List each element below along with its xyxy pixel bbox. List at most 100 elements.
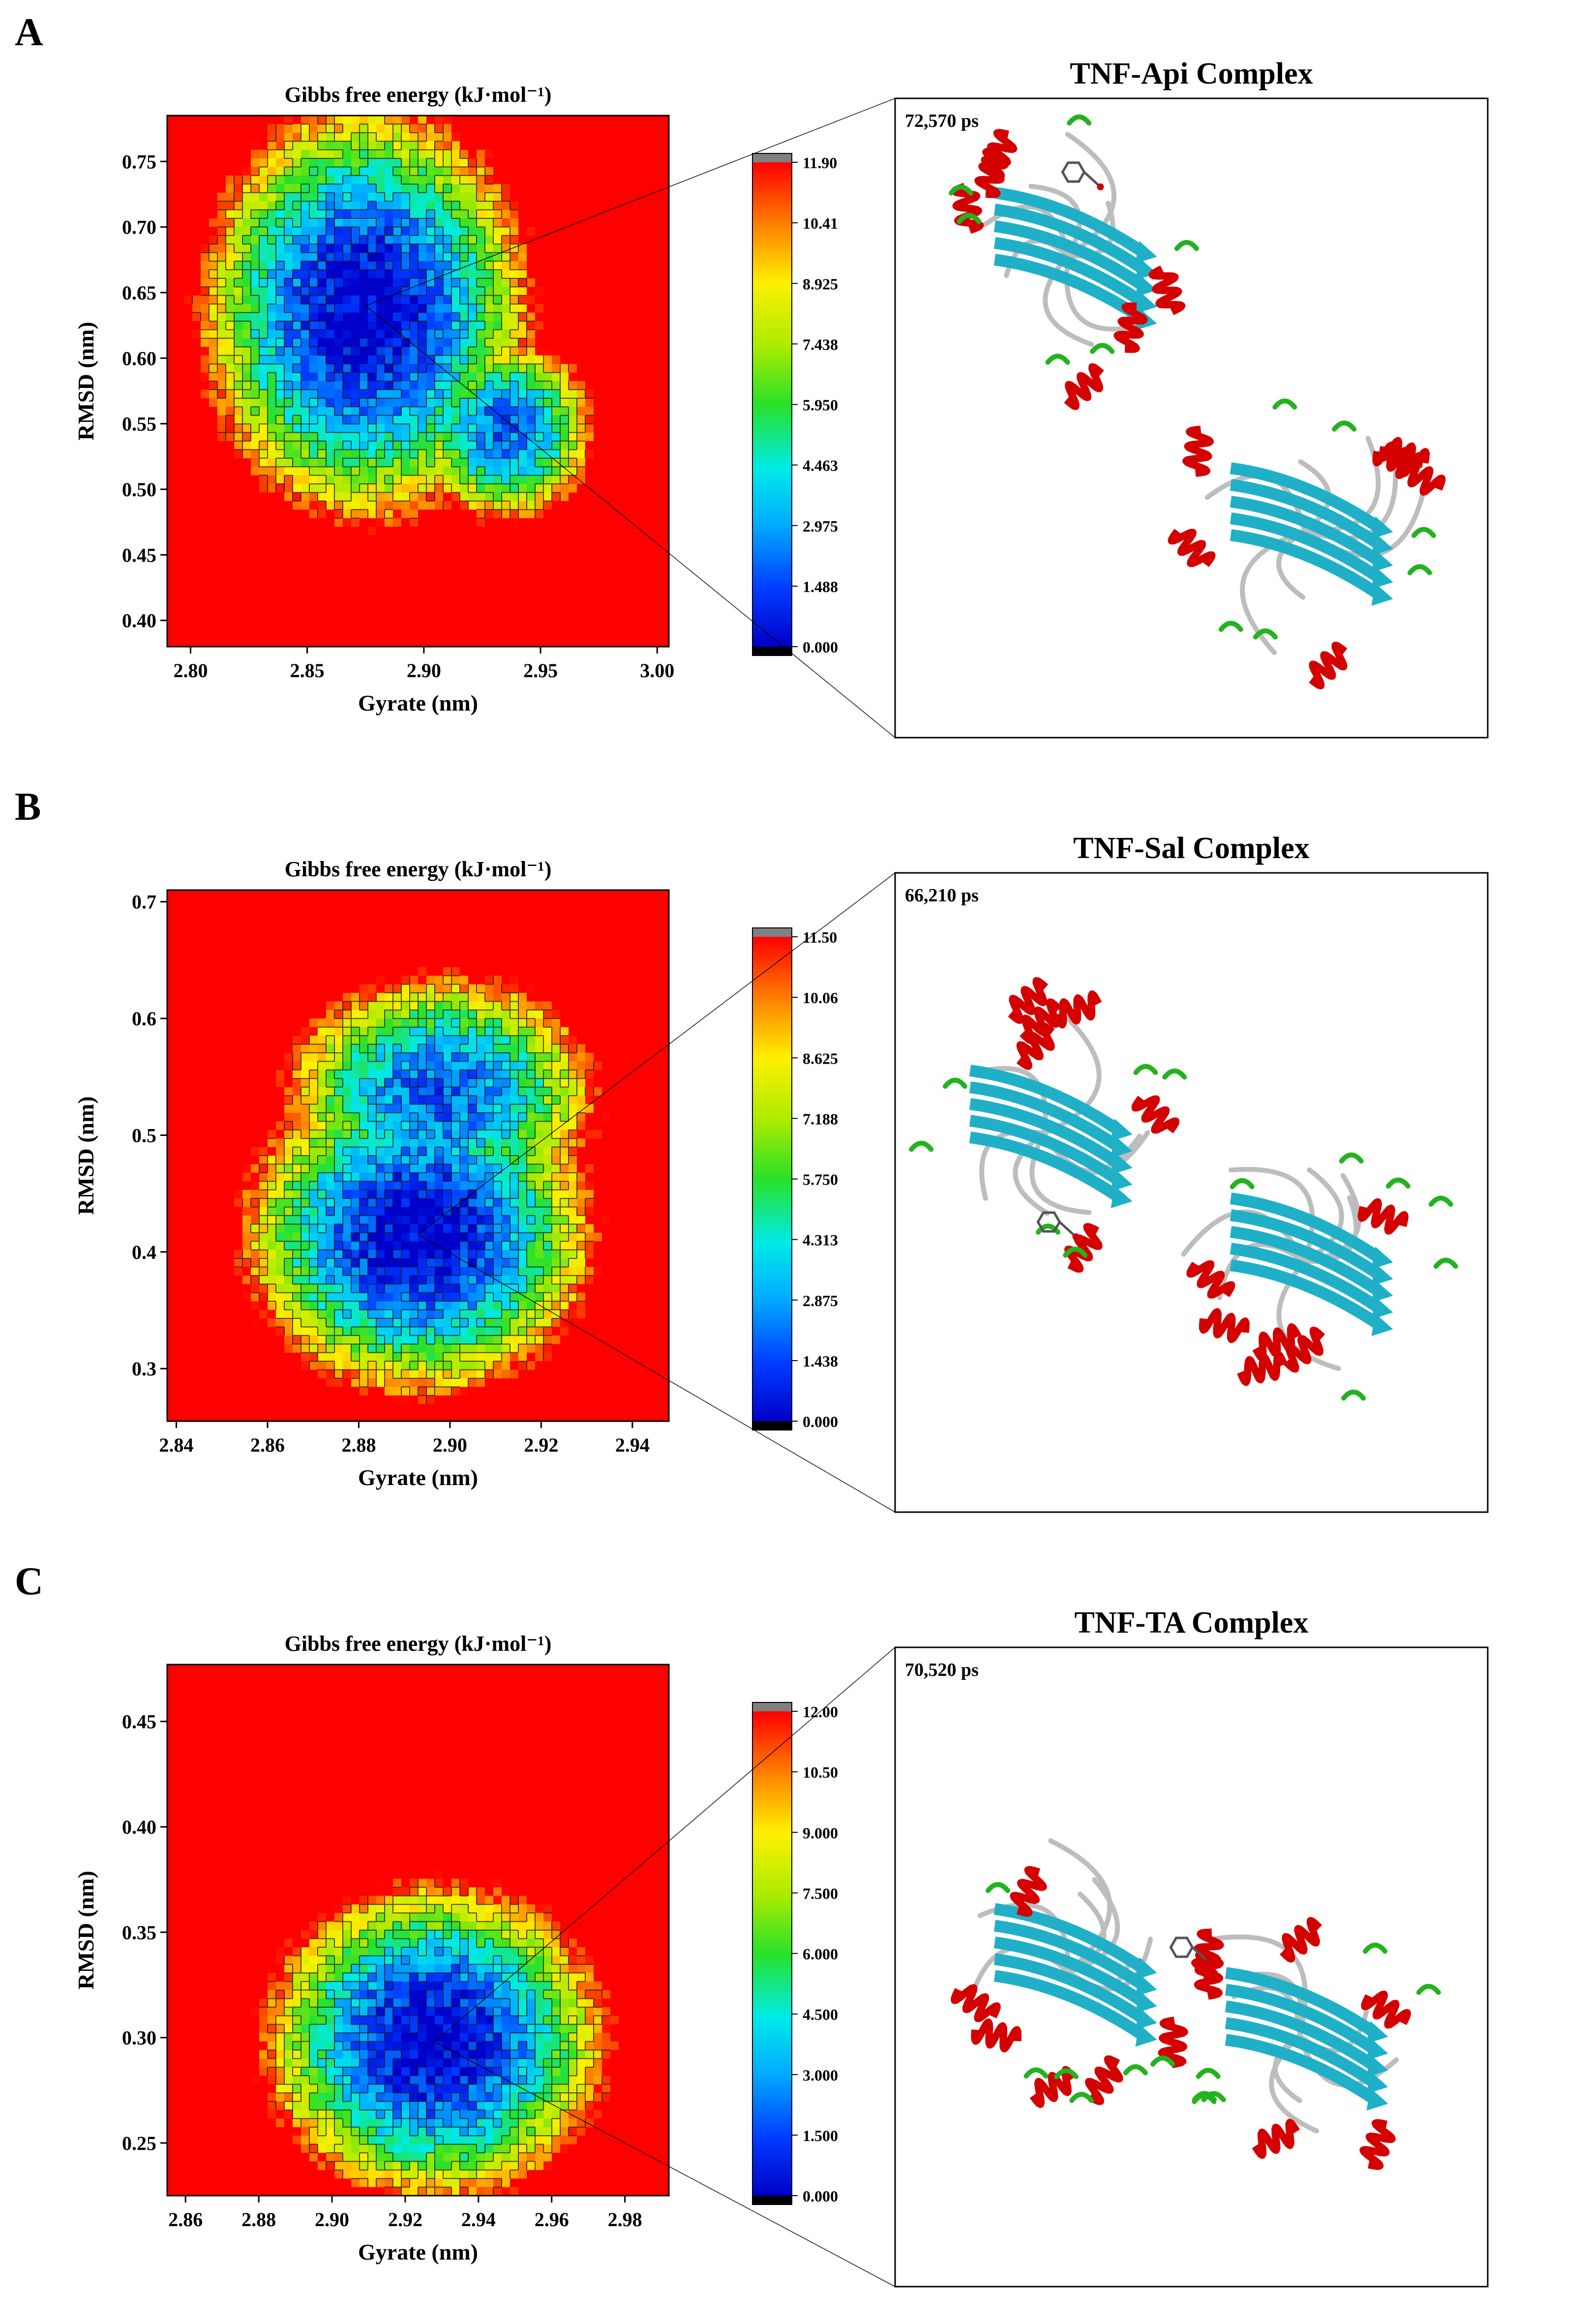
energy-cell	[351, 329, 360, 339]
energy-cell	[585, 278, 594, 287]
energy-cell	[234, 287, 243, 296]
energy-cell	[418, 184, 427, 193]
energy-cell	[385, 329, 393, 339]
energy-cell	[435, 184, 444, 193]
energy-cell	[401, 621, 410, 630]
energy-cell	[468, 278, 477, 287]
energy-cell	[535, 184, 544, 193]
energy-cell	[443, 492, 452, 502]
energy-cell	[619, 209, 628, 219]
energy-cell	[251, 587, 260, 596]
energy-cell	[343, 475, 352, 484]
energy-cell	[176, 227, 184, 236]
energy-cell	[309, 535, 318, 544]
energy-cell	[493, 364, 502, 373]
energy-cell	[293, 492, 301, 502]
energy-cell	[326, 612, 335, 622]
energy-cell	[234, 629, 243, 639]
energy-cell	[594, 312, 602, 322]
energy-cell	[451, 561, 460, 570]
energy-cell	[485, 244, 494, 253]
energy-cell	[451, 244, 460, 253]
energy-cell	[192, 209, 201, 219]
energy-cell	[401, 398, 410, 407]
energy-cell	[334, 141, 343, 150]
energy-cell	[284, 158, 293, 168]
energy-cell	[410, 552, 419, 562]
energy-cell	[535, 449, 544, 459]
energy-cell	[518, 467, 527, 476]
energy-cell	[401, 467, 410, 476]
energy-cell	[234, 132, 243, 142]
energy-cell	[401, 321, 410, 330]
energy-cell	[176, 175, 184, 184]
energy-cell	[443, 338, 452, 347]
energy-cell	[351, 141, 360, 150]
energy-cell	[485, 432, 494, 442]
energy-cell	[460, 612, 469, 622]
energy-cell	[410, 569, 419, 579]
energy-cell	[460, 132, 469, 142]
energy-cell	[435, 621, 444, 630]
energy-cell	[184, 603, 193, 613]
energy-cell	[251, 475, 260, 484]
energy-cell	[443, 415, 452, 424]
energy-cell	[594, 638, 602, 647]
energy-cell	[209, 621, 218, 630]
energy-cell	[660, 638, 669, 647]
energy-cell	[418, 527, 427, 536]
energy-cell	[594, 527, 602, 536]
energy-cell	[318, 527, 327, 536]
energy-cell	[527, 209, 536, 219]
energy-cell	[368, 381, 377, 390]
energy-cell	[351, 364, 360, 373]
energy-cell	[192, 543, 201, 553]
energy-cell	[569, 167, 577, 176]
energy-cell	[535, 158, 544, 168]
energy-cell	[284, 612, 293, 622]
energy-cell	[167, 467, 176, 476]
energy-cell	[485, 415, 494, 424]
energy-cell	[552, 595, 561, 604]
energy-cell	[393, 501, 402, 510]
energy-cell	[493, 278, 502, 287]
energy-cell	[619, 304, 628, 313]
energy-cell	[585, 287, 594, 296]
energy-cell	[268, 304, 276, 313]
energy-cell	[318, 501, 327, 510]
energy-cell	[485, 192, 494, 202]
energy-cell	[460, 312, 469, 322]
energy-cell	[318, 278, 327, 287]
energy-cell	[360, 612, 368, 622]
energy-cell	[368, 441, 377, 450]
energy-cell	[251, 244, 260, 253]
energy-cell	[502, 484, 510, 493]
energy-cell	[385, 424, 393, 433]
energy-cell	[426, 561, 435, 570]
energy-cell	[343, 209, 352, 219]
energy-cell	[393, 543, 402, 553]
energy-cell	[460, 227, 469, 236]
energy-cell	[326, 304, 335, 313]
energy-cell	[435, 432, 444, 442]
energy-cell	[326, 158, 335, 168]
energy-cell	[451, 304, 460, 313]
energy-cell	[560, 304, 569, 313]
energy-cell	[435, 638, 444, 647]
energy-cell	[401, 569, 410, 579]
energy-cell	[309, 355, 318, 364]
energy-cell	[502, 535, 510, 544]
energy-cell	[635, 116, 644, 125]
energy-cell	[426, 484, 435, 493]
energy-cell	[293, 638, 301, 647]
energy-cell	[184, 441, 193, 450]
energy-cell	[276, 321, 285, 330]
energy-cell	[293, 449, 301, 459]
energy-cell	[410, 543, 419, 553]
energy-cell	[418, 329, 427, 339]
energy-cell	[610, 304, 619, 313]
energy-cell	[518, 595, 527, 604]
energy-cell	[334, 338, 343, 347]
energy-cell	[410, 141, 419, 150]
energy-cell	[426, 621, 435, 630]
